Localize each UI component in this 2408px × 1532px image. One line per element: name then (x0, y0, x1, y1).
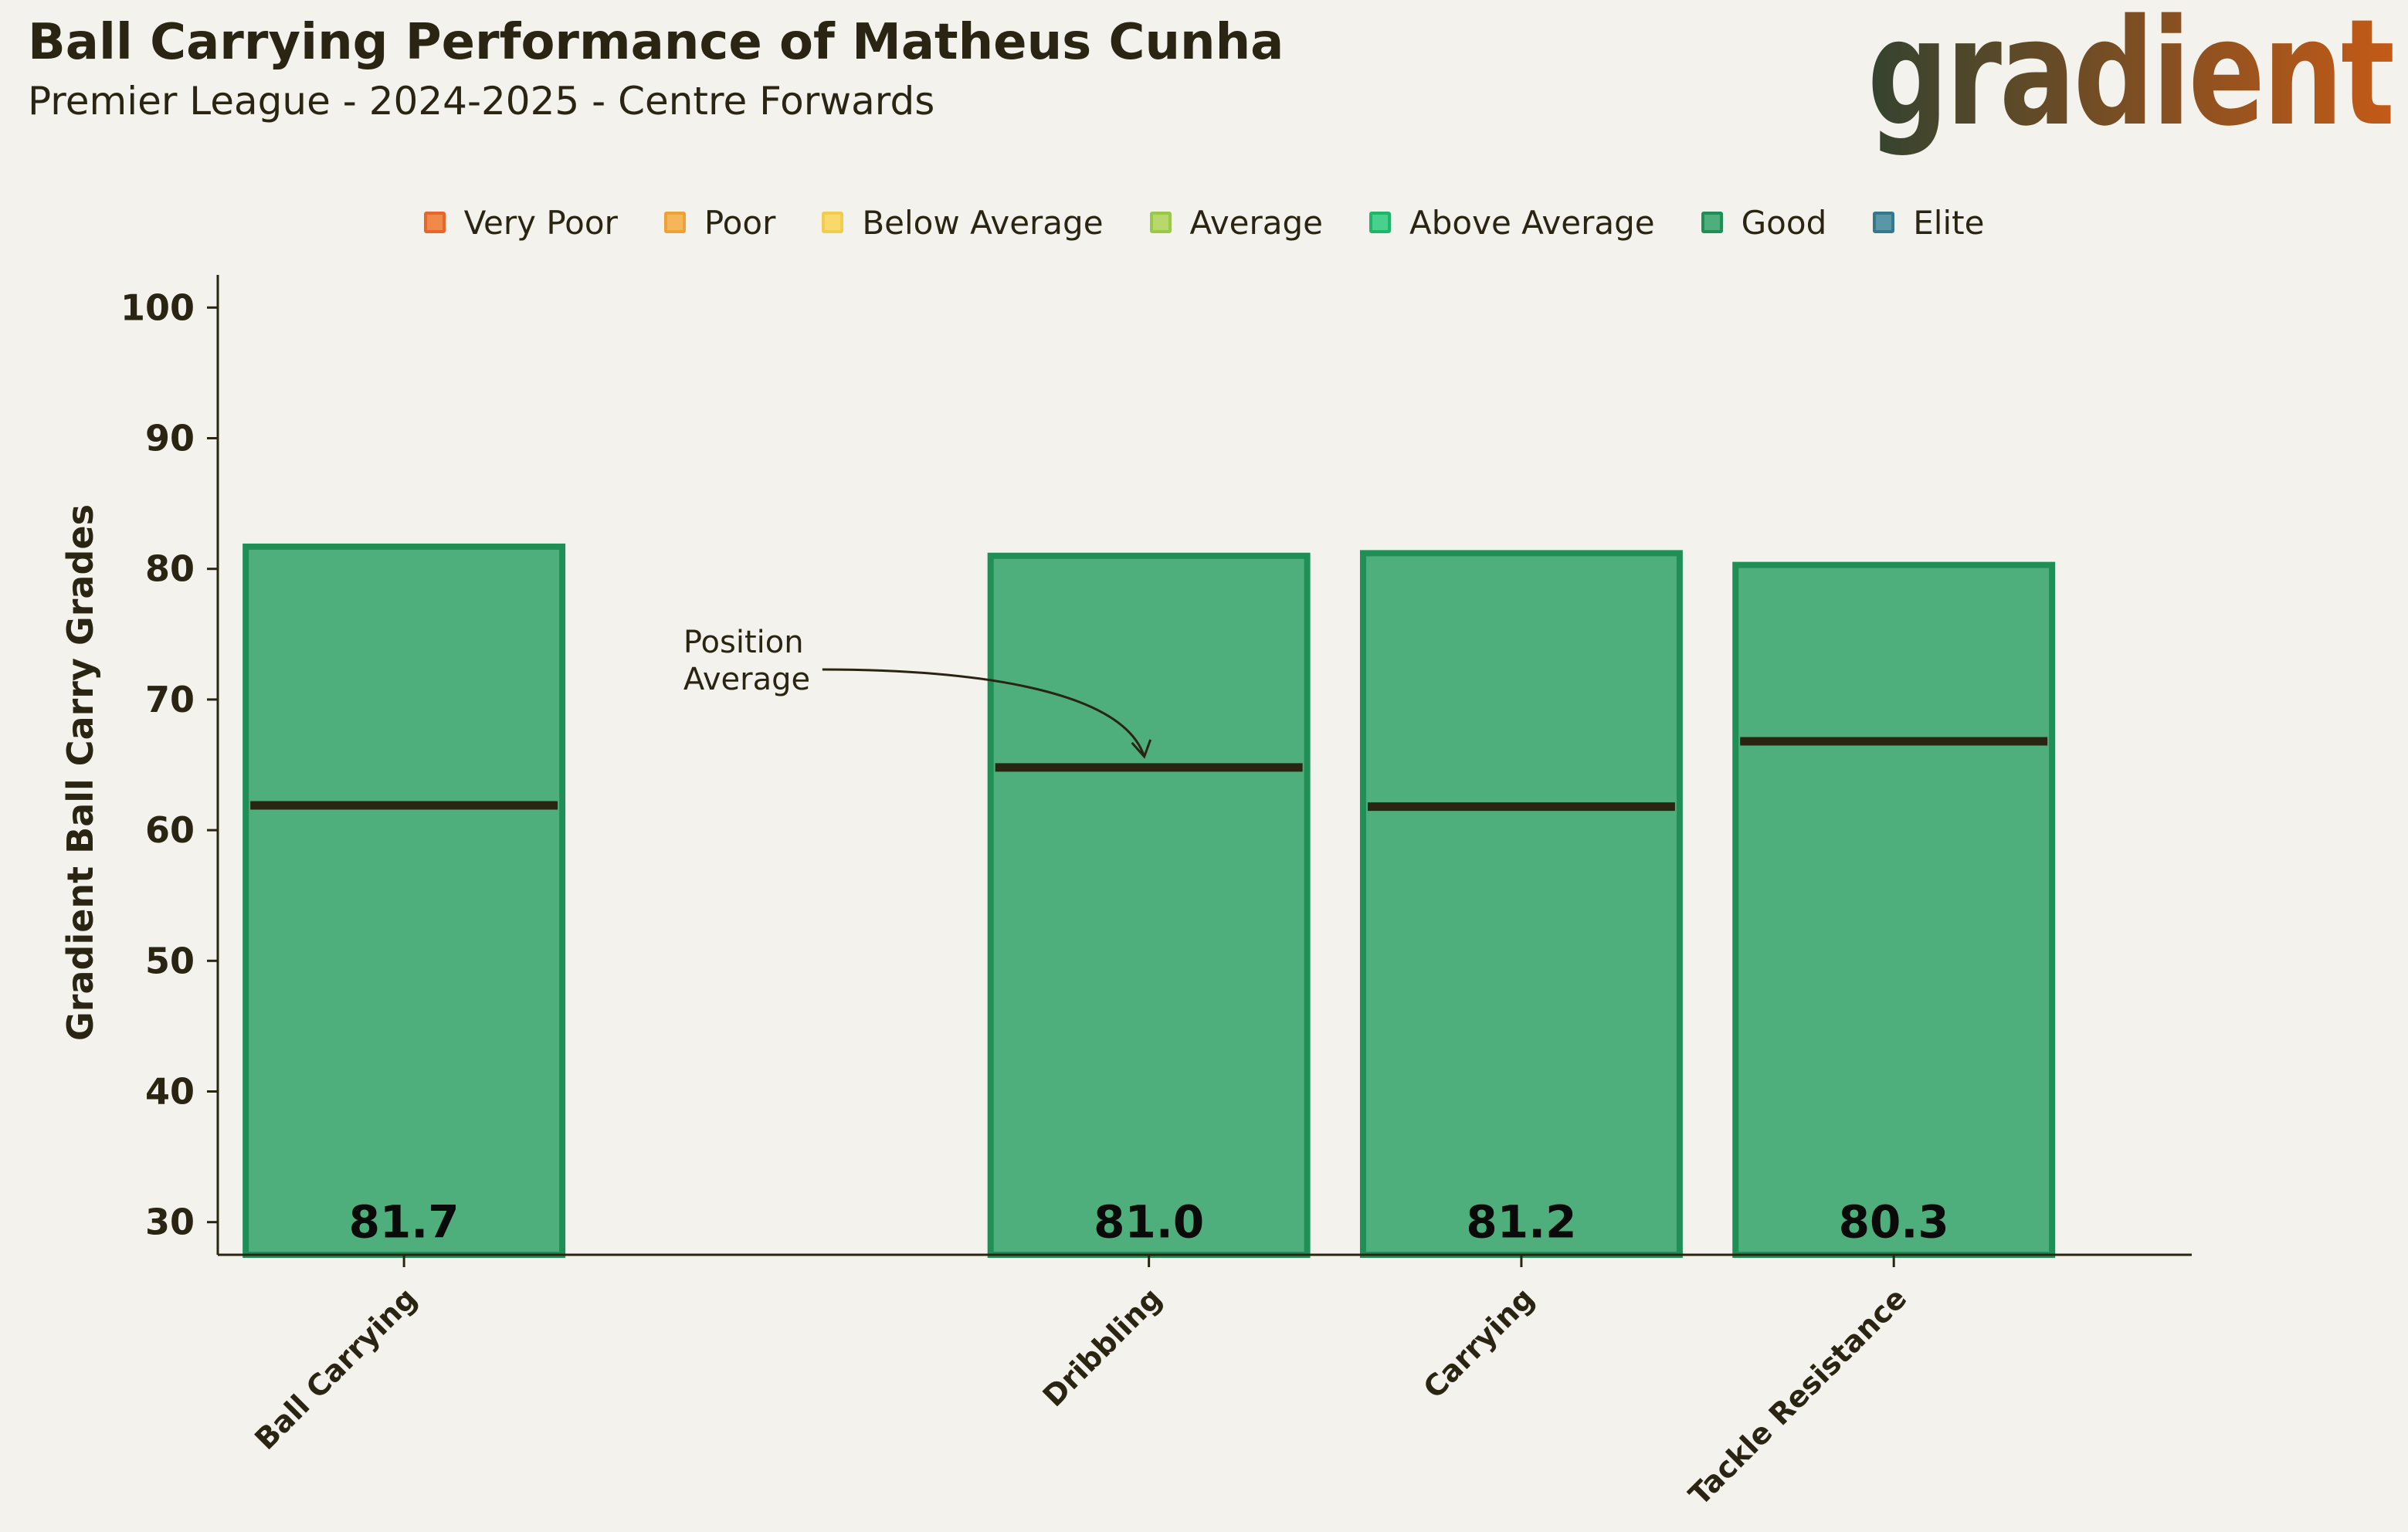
annotation-arrowhead (1131, 739, 1152, 759)
data-label: 80.3 (1839, 1196, 1949, 1249)
legend-label: Below Average (862, 203, 1104, 242)
y-tick-label: 40 (145, 1071, 195, 1113)
legend-swatch (1149, 212, 1172, 233)
y-axis-label: Gradient Ball Carry Grades (59, 504, 101, 1041)
x-tick-label: Tackle Resistance (1682, 1281, 1913, 1512)
legend-swatch (423, 212, 446, 233)
legend-swatch (1701, 212, 1723, 233)
logo-text: gradient (1867, 8, 2393, 158)
legend-label: Elite (1913, 203, 1985, 242)
legend-label: Good (1741, 203, 1827, 242)
legend-label: Very Poor (463, 203, 618, 242)
x-tick-label: Ball Carrying (248, 1281, 423, 1456)
x-tick-label: Carrying (1417, 1281, 1541, 1405)
legend-swatch (822, 212, 844, 233)
data-label: 81.2 (1466, 1196, 1576, 1249)
data-label: 81.7 (349, 1196, 460, 1249)
legend-label: Average (1189, 203, 1324, 242)
bar (987, 552, 1311, 1258)
chart-subtitle: Premier League - 2024-2025 - Centre Forw… (28, 79, 935, 124)
legend-item: Good (1701, 203, 1827, 242)
legend-item: Average (1149, 203, 1324, 242)
legend-item: Below Average (822, 203, 1104, 242)
legend-swatch (1369, 212, 1392, 233)
legend-item: Poor (663, 203, 776, 242)
chart-title: Ball Carrying Performance of Matheus Cun… (28, 14, 1284, 71)
annotation-arrow (822, 668, 1146, 758)
y-tick-label: 60 (145, 809, 195, 851)
legend-label: Above Average (1409, 203, 1655, 242)
gradient-logo: gradient (1867, 8, 2396, 158)
y-tick-label: 80 (145, 548, 195, 590)
legend-item: Very Poor (423, 203, 618, 242)
legend-label: Poor (704, 203, 776, 242)
bar (1732, 561, 2056, 1258)
annotation-text: Average (683, 662, 810, 697)
y-tick-label: 90 (145, 418, 195, 459)
y-tick-label: 50 (145, 940, 195, 981)
annotation-text: Position (683, 625, 804, 660)
legend-swatch (1873, 212, 1895, 233)
data-label: 81.0 (1094, 1196, 1204, 1249)
bar (1359, 550, 1683, 1258)
legend-swatch (663, 212, 686, 233)
bar (242, 543, 566, 1258)
x-tick-label: Dribbling (1036, 1281, 1168, 1413)
y-tick-label: 30 (145, 1202, 195, 1243)
legend-item: Above Average (1369, 204, 1655, 242)
y-tick-label: 100 (120, 286, 195, 328)
legend: Very Poor Poor Below Average Average Above A… (0, 199, 2408, 246)
y-tick-label: 70 (145, 679, 195, 720)
legend-item: Elite (1873, 204, 1984, 242)
